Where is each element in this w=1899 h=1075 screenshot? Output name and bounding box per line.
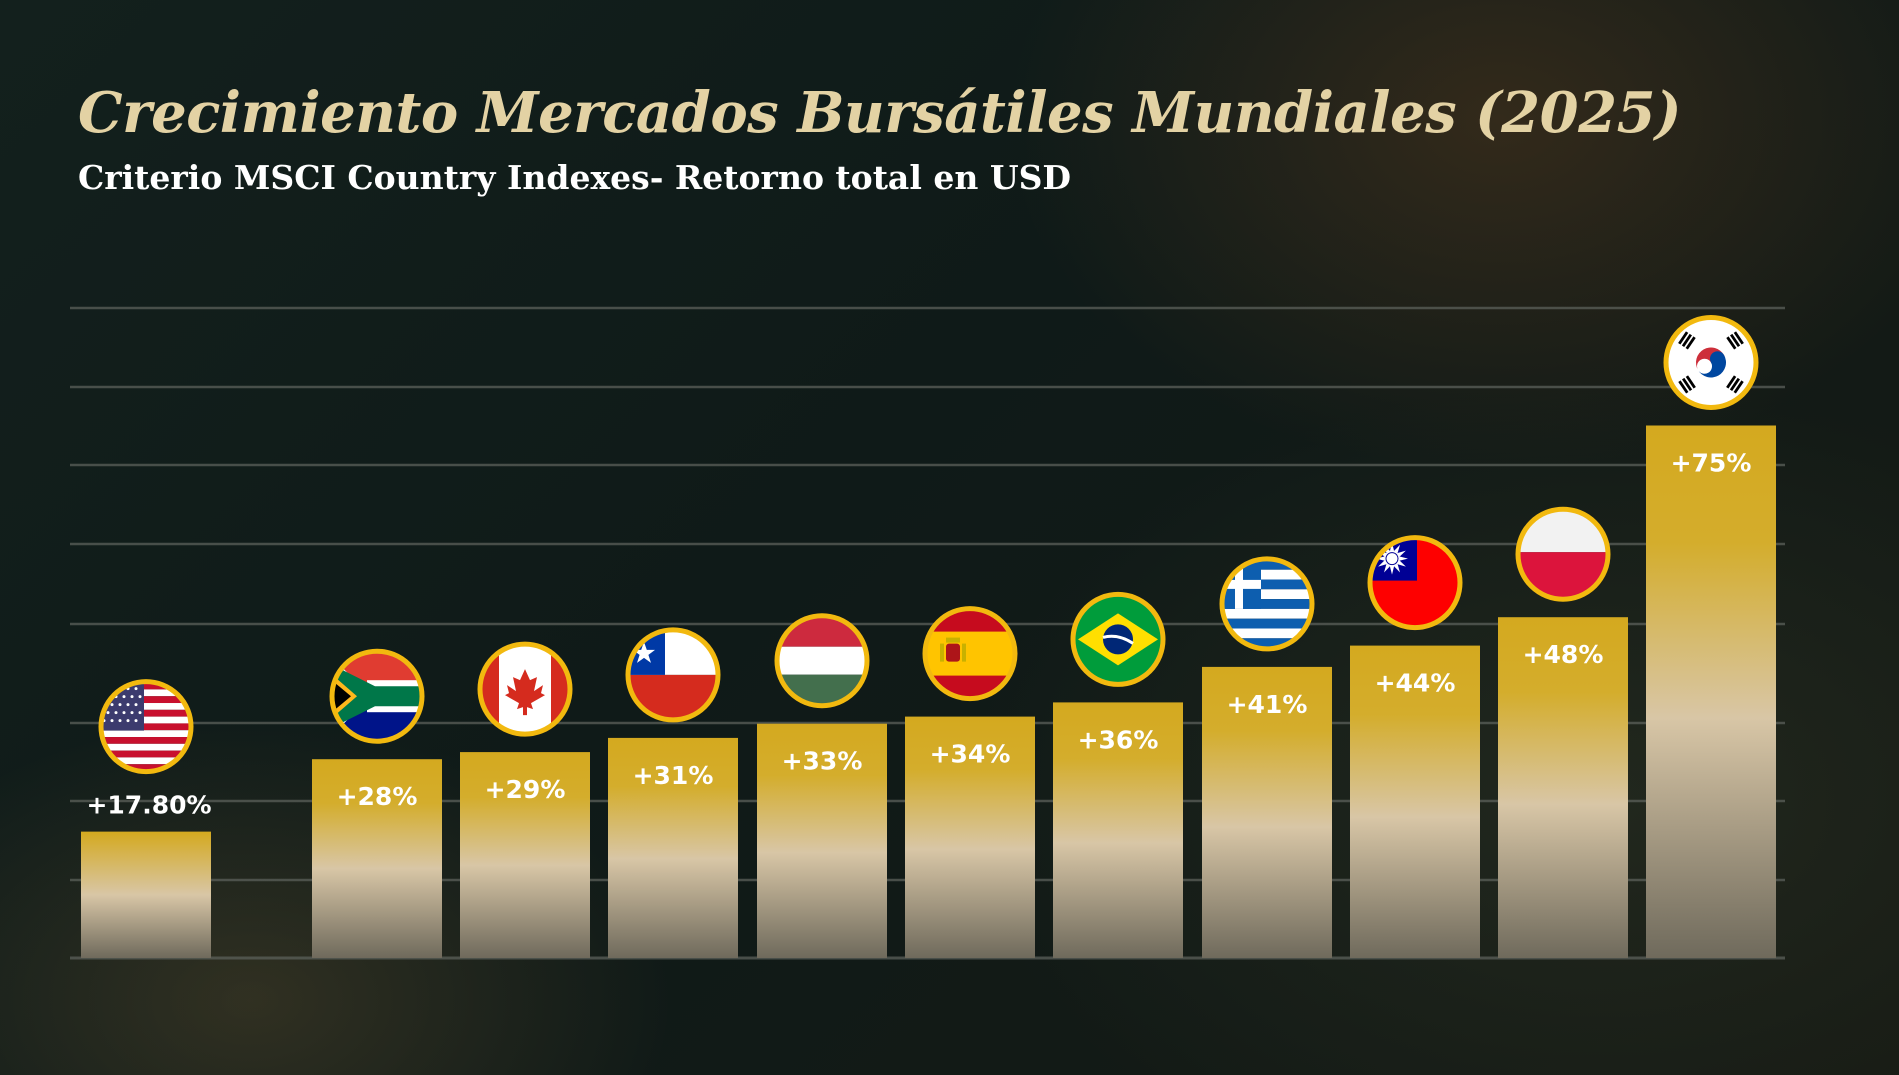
bar: [460, 752, 590, 958]
data-label: +17.80%: [86, 791, 211, 820]
data-label: +28%: [337, 782, 418, 811]
data-label: +34%: [930, 740, 1011, 769]
bar: [1498, 617, 1628, 958]
data-label: +75%: [1671, 449, 1752, 478]
south-africa-flag-icon: [329, 648, 425, 744]
data-label: +44%: [1375, 669, 1456, 698]
taiwan-flag-icon: [1367, 535, 1463, 631]
bar: [312, 759, 442, 958]
south-korea-flag-icon: [1663, 315, 1759, 410]
bar: [905, 716, 1035, 958]
us-flag-icon: [98, 679, 194, 775]
chile-flag-icon: [625, 627, 721, 723]
poland-flag-icon: [1515, 506, 1611, 602]
bar: [1646, 425, 1776, 958]
bar: [81, 831, 211, 958]
bar: [608, 737, 738, 958]
bar: [757, 723, 887, 958]
chart-subtitle: Criterio MSCI Country Indexes- Retorno t…: [78, 158, 1072, 197]
data-label: +48%: [1523, 640, 1604, 669]
bars: [81, 425, 1776, 958]
bar: [1202, 666, 1332, 958]
greece-flag-icon: [1219, 556, 1315, 652]
flags: [98, 315, 1759, 775]
spain-flag-icon: [922, 606, 1018, 702]
canada-flag-icon: [477, 641, 573, 737]
bar: [1053, 702, 1183, 958]
data-label: +41%: [1227, 690, 1308, 719]
data-label: +31%: [633, 761, 714, 790]
hungary-flag-icon: [774, 613, 870, 709]
chart-title: Crecimiento Mercados Bursátiles Mundiale…: [78, 80, 1682, 146]
bar: [1350, 645, 1480, 958]
data-label: +36%: [1078, 725, 1159, 754]
brazil-flag-icon: [1070, 591, 1166, 687]
value-labels: +17.80% +28% +29% +31% +33% +34% +36% +41% +44% +…: [86, 449, 1751, 820]
data-label: +33%: [782, 747, 863, 776]
data-label: +29%: [485, 775, 566, 804]
